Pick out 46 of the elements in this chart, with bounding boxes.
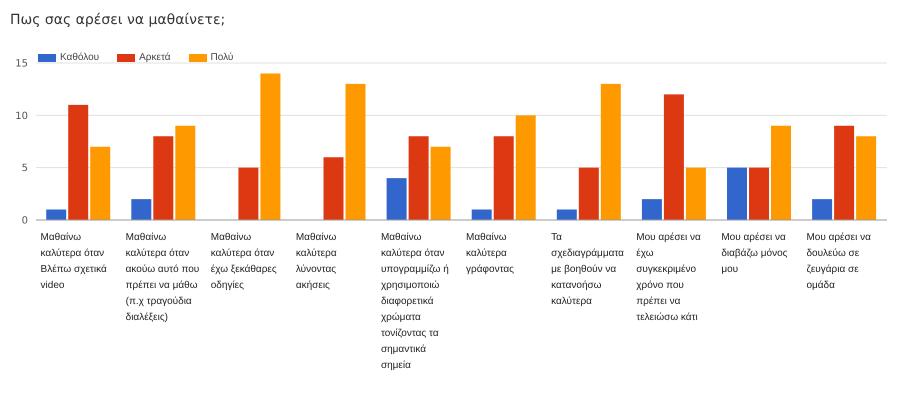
bar (642, 199, 662, 220)
x-tick-label: Μαθαίνω καλύτερα γράφοντας (466, 232, 514, 275)
bar (175, 126, 196, 220)
bar (430, 146, 451, 220)
bar (727, 168, 748, 220)
x-tick-label: Τα σχεδιαγράμματα με βοηθούν να κατανοήσω καλύτερα (551, 232, 624, 307)
bar (386, 178, 407, 220)
bar (408, 136, 429, 220)
y-tick-label: 15 (15, 58, 28, 70)
x-tick-label: Μου αρέσει να διαβάζω μόνος μου (721, 232, 788, 275)
bar (90, 146, 110, 220)
y-tick-label: 0 (22, 216, 28, 227)
x-tick-label: Μου αρέσει να δουλεύω σε ζευγάρια σε ομάδα (806, 232, 872, 291)
bar (68, 104, 88, 220)
x-tick-label: Μαθαίνω καλύτερα όταν ακούω αυτό που πρέπει να μάθω (π.χ τραγούδια διαλέξεις) (126, 232, 200, 323)
bar (771, 126, 792, 220)
bar (834, 126, 854, 220)
bar (578, 168, 599, 220)
bar (346, 84, 366, 220)
bar (472, 210, 492, 220)
legend-label: Αρκετά (138, 52, 171, 63)
bar (494, 136, 514, 220)
bar (856, 136, 876, 220)
category-label: Μαθαίνω καλύτερα όταν υπογραμμίζω ή χρησιμοποιώ διαφορετικά χρώματα τονίζοντας τα σημαντικά σημεία (380, 232, 449, 371)
bar (686, 168, 706, 220)
x-tick-label: Μαθαίνω καλύτερα λύνοντας ακήσεις (296, 232, 337, 291)
x-tick-label: Μαθαίνω καλύτερα όταν Βλέπω σχετικά video (40, 232, 107, 291)
x-tick-label: Μαθαίνω καλύτερα όταν έχω ξεκάθαρες οδηγίες (210, 232, 277, 291)
bar (664, 94, 684, 220)
y-tick-label: 10 (15, 110, 28, 122)
bar (516, 115, 536, 220)
legend-label: Πολύ (210, 52, 234, 63)
bar (600, 84, 621, 220)
bar (556, 210, 577, 220)
bar (812, 199, 832, 220)
bar (131, 199, 152, 220)
y-tick-label: 5 (22, 163, 28, 174)
bar (153, 136, 174, 220)
bar (749, 168, 770, 220)
x-tick-label: Μου αρέσει να έχω συγκεκριμένο χρόνο που πρέπει να τελειώσω κάτι (636, 232, 701, 323)
legend-label: Καθόλου (59, 52, 100, 63)
chart-title: Πως σας αρέσει να μαθαίνετε; (9, 11, 226, 30)
bar (260, 73, 280, 220)
bar (238, 168, 258, 220)
bar (46, 210, 66, 220)
bar (324, 157, 344, 220)
